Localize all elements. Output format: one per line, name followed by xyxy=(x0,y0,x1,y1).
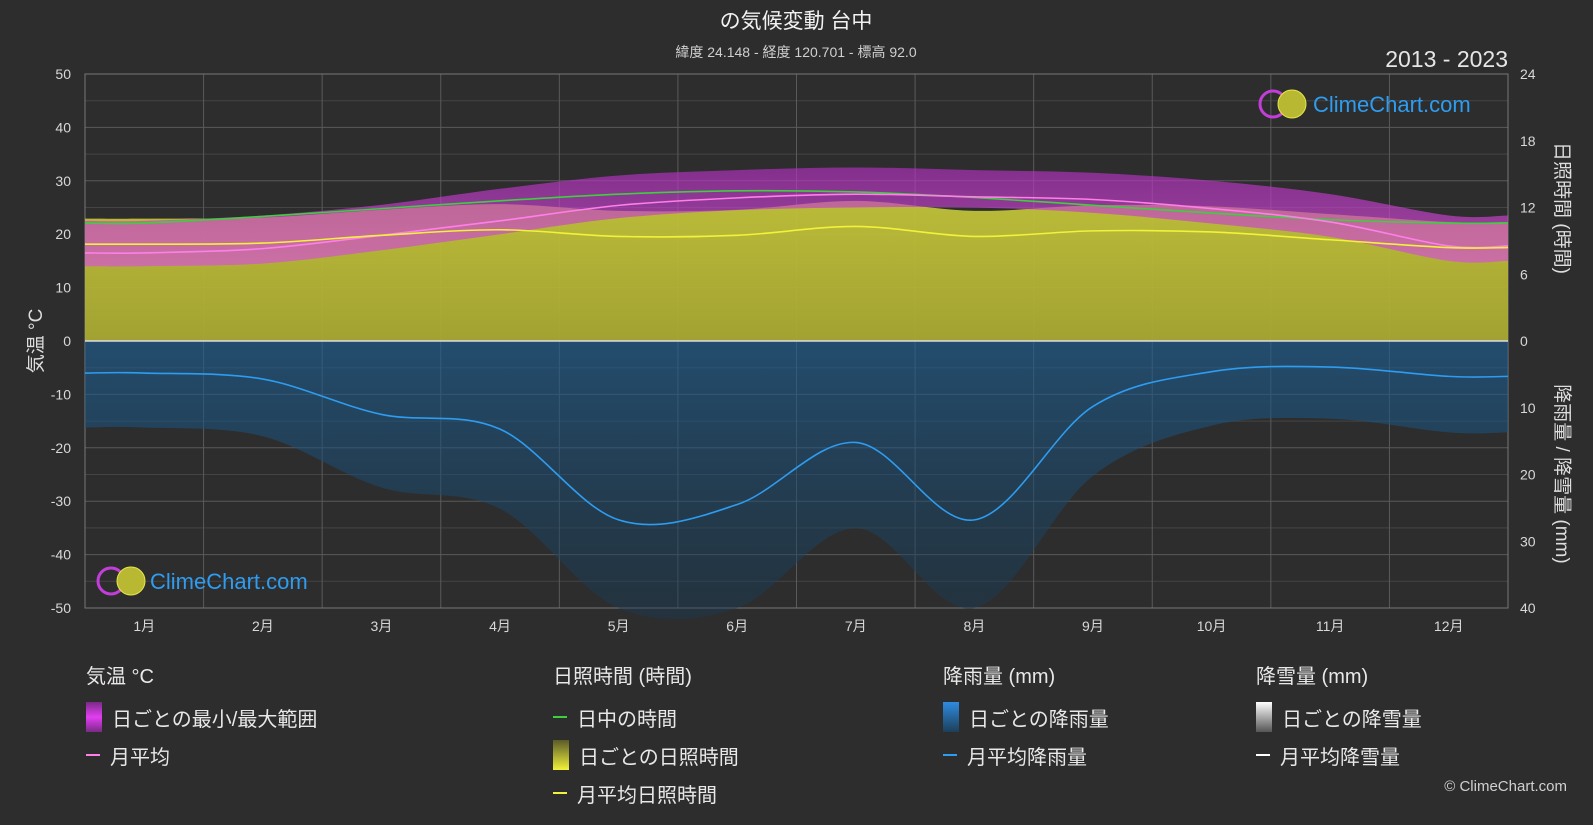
watermark-text-top: ClimeChart.com xyxy=(1313,92,1471,117)
legend-daylight-label: 日中の時間 xyxy=(577,708,677,731)
legend-rain-daily-label: 日ごとの降雨量 xyxy=(969,708,1109,731)
right-tick-label-sun: 12 xyxy=(1520,200,1536,216)
month-tick-label: 12月 xyxy=(1434,618,1464,634)
chart-subtitle: 緯度 24.148 - 経度 120.701 - 標高 92.0 xyxy=(675,44,916,60)
left-tick-label: -40 xyxy=(51,547,71,563)
legend-sun-daily: 日ごとの日照時間 xyxy=(553,736,739,774)
legend-temperature: 気温 °C 日ごとの最小/最大範囲 月平均 xyxy=(86,660,317,774)
right-tick-label-sun: 18 xyxy=(1520,133,1536,149)
snow-avg-swatch xyxy=(1256,754,1270,756)
legend-temp-avg: 月平均 xyxy=(86,736,317,774)
left-tick-label: -10 xyxy=(51,386,71,402)
rain-area xyxy=(85,341,1508,620)
right-axis-ticks: 24 18 12 6 0 10 20 30 40 xyxy=(1520,66,1536,616)
rain-swatch xyxy=(943,702,959,732)
watermark-top: ClimeChart.com xyxy=(1258,89,1471,119)
left-tick-label: -30 xyxy=(51,493,71,509)
month-tick-label: 6月 xyxy=(726,618,748,634)
temperature-range-area xyxy=(85,167,1508,267)
legend-sunshine-title: 日照時間 (時間) xyxy=(553,666,692,688)
legend-temp-range-label: 日ごとの最小/最大範囲 xyxy=(112,708,318,731)
right-tick-label-sun: 0 xyxy=(1520,333,1528,349)
legend-sun-avg-label: 月平均日照時間 xyxy=(577,784,717,807)
legend-snow-daily: 日ごとの降雪量 xyxy=(1256,698,1422,736)
legend-rain: 降雨量 (mm) 日ごとの降雨量 月平均降雨量 xyxy=(943,660,1109,774)
month-tick-label: 8月 xyxy=(963,618,985,634)
legend-rain-title: 降雨量 (mm) xyxy=(943,666,1056,688)
climate-chart: の気候変動 台中 緯度 24.148 - 経度 120.701 - 標高 92.… xyxy=(25,10,1573,634)
legend-sun-daily-label: 日ごとの日照時間 xyxy=(579,746,739,769)
right-tick-label-rain: 20 xyxy=(1520,467,1536,483)
left-tick-label: -50 xyxy=(51,600,71,616)
logo-sun-icon xyxy=(1277,89,1307,119)
copyright: © ClimeChart.com xyxy=(1444,778,1567,795)
legend-snow-avg-label: 月平均降雪量 xyxy=(1280,746,1400,769)
chart-title: の気候変動 台中 xyxy=(720,10,873,33)
legend-sun-avg: 月平均日照時間 xyxy=(553,774,739,812)
left-tick-label: 0 xyxy=(63,333,71,349)
legend-temperature-title: 気温 °C xyxy=(86,666,154,688)
right-tick-label-rain: 30 xyxy=(1520,533,1536,549)
right-tick-label-sun: 6 xyxy=(1520,266,1528,282)
legend-temp-avg-label: 月平均 xyxy=(110,746,170,769)
right-tick-label-sun: 24 xyxy=(1520,66,1536,82)
month-tick-label: 7月 xyxy=(845,618,867,634)
rain-daily-area xyxy=(85,341,1508,620)
month-axis-ticks: 1月 2月 3月 4月 5月 6月 7月 8月 9月 10月 11月 12月 xyxy=(133,618,1463,634)
month-tick-label: 2月 xyxy=(252,618,274,634)
daylight-line xyxy=(84,189,1509,225)
left-tick-label: 10 xyxy=(55,280,71,296)
right-tick-label-rain: 40 xyxy=(1520,600,1536,616)
temp-avg-swatch xyxy=(86,754,100,756)
sunshine-avg-line xyxy=(84,225,1509,249)
month-tick-label: 5月 xyxy=(608,618,630,634)
legend-rain-daily: 日ごとの降雨量 xyxy=(943,698,1109,736)
snow-swatch xyxy=(1256,702,1272,732)
left-tick-label: 30 xyxy=(55,173,71,189)
left-tick-label: -20 xyxy=(51,440,71,456)
daylight-swatch xyxy=(553,716,567,718)
legend-sunshine: 日照時間 (時間) 日中の時間 日ごとの日照時間 月平均日照時間 xyxy=(553,660,739,812)
watermark-text-bottom: ClimeChart.com xyxy=(150,569,308,594)
legend-daylight: 日中の時間 xyxy=(553,698,739,736)
legend-rain-avg: 月平均降雨量 xyxy=(943,736,1109,774)
left-tick-label: 20 xyxy=(55,226,71,242)
rain-avg-line xyxy=(84,365,1509,526)
left-tick-label: 50 xyxy=(55,66,71,82)
month-tick-label: 3月 xyxy=(371,618,393,634)
right-axis-label-bottom: 降雨量 / 降雪量 (mm) xyxy=(1551,384,1573,563)
legend-snow-daily-label: 日ごとの降雪量 xyxy=(1282,708,1422,731)
sunshine-swatch xyxy=(553,740,569,770)
rain-avg-swatch xyxy=(943,754,957,756)
month-tick-label: 4月 xyxy=(489,618,511,634)
right-axis-label-top: 日照時間 (時間) xyxy=(1551,142,1573,274)
legend-snow-title: 降雪量 (mm) xyxy=(1256,666,1369,688)
left-axis-ticks: 50 40 30 20 10 0 -10 -20 -30 -40 -50 xyxy=(51,66,71,616)
left-tick-label: 40 xyxy=(55,119,71,135)
temperature-range-band xyxy=(85,167,1508,267)
legend-rain-avg-label: 月平均降雨量 xyxy=(967,746,1087,769)
watermark-bottom: ClimeChart.com xyxy=(96,566,308,596)
series-lines xyxy=(84,189,1509,526)
month-tick-label: 1月 xyxy=(133,618,155,634)
sun-avg-swatch xyxy=(553,792,567,794)
logo-sun-icon xyxy=(116,566,146,596)
legend-snow-avg: 月平均降雪量 xyxy=(1256,736,1422,774)
legend-temp-range: 日ごとの最小/最大範囲 xyxy=(86,698,317,736)
right-tick-label-rain: 10 xyxy=(1520,400,1536,416)
month-tick-label: 10月 xyxy=(1197,618,1227,634)
left-axis-label: 気温 °C xyxy=(25,309,47,374)
temp-range-swatch xyxy=(86,702,102,732)
legend-snow: 降雪量 (mm) 日ごとの降雪量 月平均降雪量 xyxy=(1256,660,1422,774)
month-tick-label: 11月 xyxy=(1316,618,1345,634)
temp-avg-line xyxy=(84,193,1509,255)
period-label: 2013 - 2023 xyxy=(1385,46,1508,72)
month-tick-label: 9月 xyxy=(1082,618,1104,634)
